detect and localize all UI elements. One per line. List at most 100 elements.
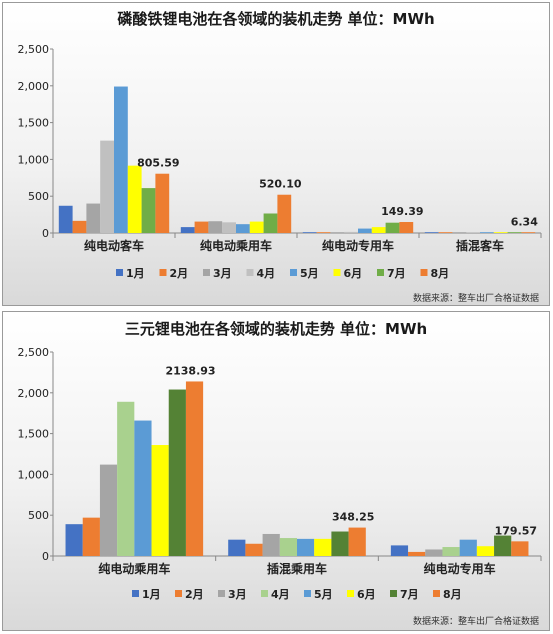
bar: [344, 231, 358, 233]
bar: [222, 222, 236, 233]
legend-label: 8月: [431, 267, 450, 280]
bar: [330, 232, 345, 233]
bar: [82, 517, 100, 556]
bar: [302, 232, 317, 233]
y-tick-label: 2,500: [18, 43, 50, 56]
bar: [314, 538, 332, 556]
x-tick-label: 插混客车: [456, 238, 504, 253]
legend-label: 2月: [170, 267, 189, 280]
legend-swatch: [377, 269, 384, 276]
legend-label: 4月: [271, 588, 290, 601]
bar: [194, 221, 209, 233]
chart-panel-lfp: 磷酸铁锂电池在各领域的装机走势 单位：MWh 0 500 1,000 1,500 2,0…: [2, 2, 550, 306]
lfp-bar-chart: 0 500 1,000 1,500 2,000 2,500 805.59 纯电动客车 520.1…: [18, 43, 542, 280]
legend-swatch: [246, 269, 254, 276]
y-tick-label: 2,500: [18, 346, 50, 359]
bar: [127, 165, 142, 233]
y-tick-label: 500: [28, 190, 49, 203]
data-source: 数据来源：整车出厂合格证数据: [412, 617, 539, 627]
bar: [507, 232, 522, 233]
bar: [493, 232, 508, 233]
bar: [208, 221, 223, 233]
bar: [521, 232, 536, 233]
y-tick-label: 1,000: [18, 153, 50, 166]
legend-swatch: [290, 269, 297, 276]
bar: [480, 232, 494, 233]
y-tick-label: 500: [28, 509, 49, 522]
bar: [316, 232, 331, 233]
bar: [438, 232, 453, 233]
x-tick-label: 纯电动专用车: [322, 238, 394, 253]
legend-swatch: [116, 269, 123, 276]
legend-swatch: [218, 590, 225, 597]
bar: [72, 220, 87, 233]
data-source: 数据来源：整车出厂合格证数据: [412, 294, 539, 304]
bar: [442, 547, 460, 556]
legend-label: 1月: [126, 267, 145, 280]
bar: [459, 539, 477, 556]
bar: [168, 389, 186, 556]
legend-swatch: [433, 590, 440, 597]
bar: [155, 173, 170, 233]
data-label: 520.10: [259, 178, 302, 191]
bar: [371, 227, 386, 233]
legend-label: 5月: [314, 588, 333, 601]
bar: [452, 232, 467, 233]
y-tick-label: 2,000: [18, 387, 50, 400]
bar: [494, 535, 512, 556]
legend-label: 8月: [443, 588, 462, 601]
bar: [249, 221, 264, 233]
data-label: 6.34: [511, 216, 538, 229]
y-tick-label: 1,500: [18, 428, 50, 441]
x-tick-label: 纯电动客车: [84, 238, 144, 253]
legend-label: 3月: [228, 588, 247, 601]
bar: [99, 464, 118, 556]
bar: [297, 538, 315, 556]
legend-swatch: [304, 590, 311, 597]
bar: [279, 538, 297, 556]
bar: [180, 227, 195, 233]
legend-label: 1月: [142, 588, 161, 601]
data-label: 348.25: [332, 511, 374, 524]
ncm-bar-chart: 0 500 1,000 1,500 2,000 2,500 2138.93 纯电动乘用车 348…: [18, 346, 542, 601]
legend-swatch: [175, 590, 182, 597]
legend-label: 2月: [185, 588, 204, 601]
bar: [425, 549, 443, 556]
bar: [277, 194, 292, 233]
bar: [263, 213, 278, 233]
bar: [511, 541, 529, 556]
legend-label: 4月: [257, 267, 276, 280]
bar: [134, 420, 152, 556]
bar: [236, 224, 250, 233]
legend-swatch: [333, 269, 341, 276]
bar: [228, 539, 246, 556]
legend-label: 3月: [213, 267, 232, 280]
bar: [476, 546, 495, 556]
legend-swatch: [261, 590, 268, 597]
chart-title: 磷酸铁锂电池在各领域的装机走势 单位：MWh: [117, 10, 435, 28]
legend-label: 5月: [300, 267, 319, 280]
bar: [466, 232, 480, 233]
bar: [331, 531, 349, 556]
y-tick-label: 0: [42, 550, 49, 563]
legend-label: 6月: [344, 267, 363, 280]
x-tick-label: 纯电动乘用车: [200, 238, 272, 253]
legend-label: 6月: [357, 588, 376, 601]
x-tick-label: 纯电动专用车: [424, 561, 496, 576]
bar: [185, 381, 204, 556]
bar: [58, 205, 73, 233]
y-tick-label: 0: [42, 227, 49, 240]
bar: [348, 527, 366, 556]
y-tick-label: 1,500: [18, 117, 50, 130]
bar: [86, 203, 101, 233]
bar: [358, 228, 372, 233]
bar: [65, 524, 83, 556]
legend-swatch: [420, 269, 428, 276]
x-tick-label: 纯电动乘用车: [98, 561, 170, 576]
data-label: 179.57: [495, 524, 537, 537]
bar: [151, 445, 169, 556]
bar: [424, 232, 439, 233]
x-tick-label: 插混乘用车: [267, 561, 327, 576]
legend-label: 7月: [387, 267, 406, 280]
bar: [390, 545, 409, 556]
